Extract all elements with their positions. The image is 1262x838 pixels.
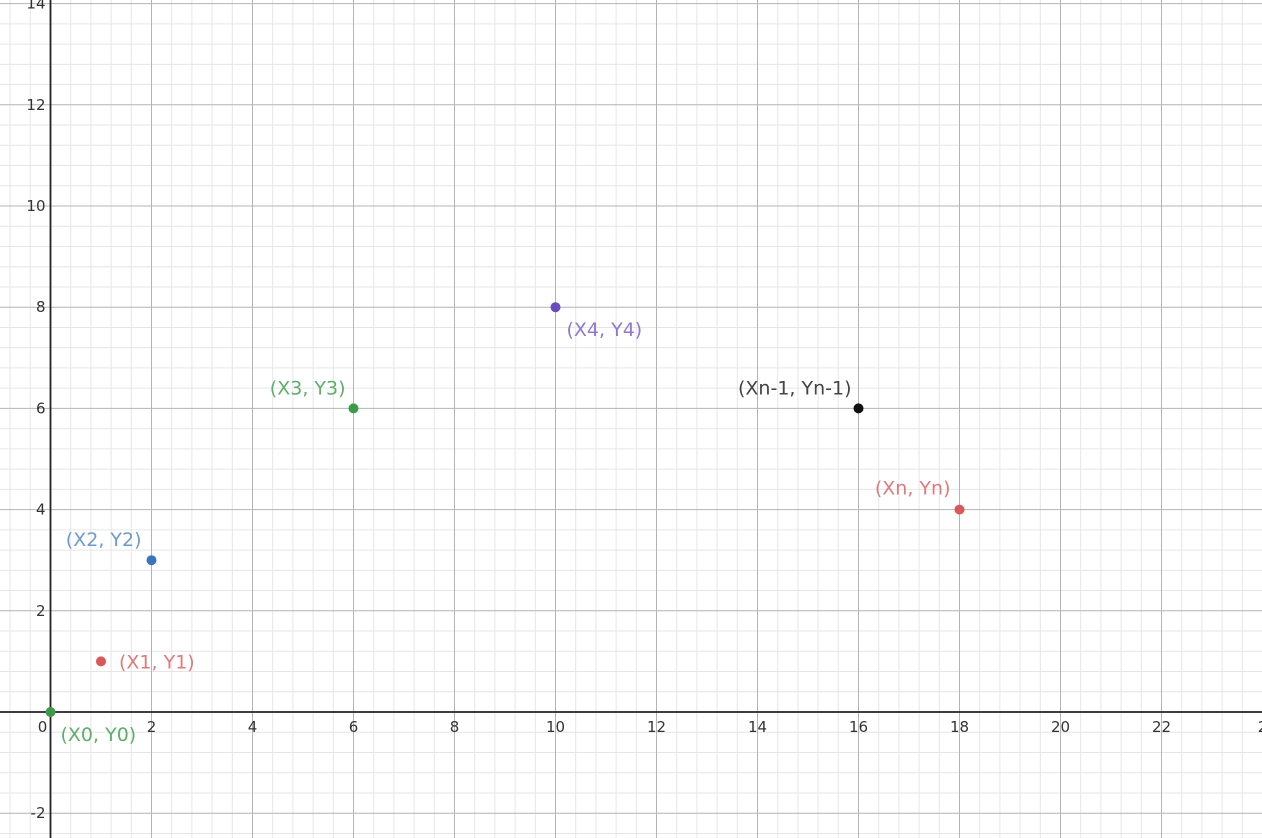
data-points: (X0, Y0) (X1, Y1) (X2, Y2) (X3, Y3) (X4, Y4)… xyxy=(45,302,965,746)
x-tick-label: 10 xyxy=(546,718,565,736)
point-label: (X2, Y2) xyxy=(66,529,142,551)
data-point xyxy=(96,656,106,667)
point-label: (Xn-1, Yn-1) xyxy=(738,377,852,399)
x-tick-label: 6 xyxy=(349,718,359,736)
y-tick-label: 10 xyxy=(26,197,45,215)
x-tick-label: 12 xyxy=(647,718,666,736)
x-tick-label: 0 xyxy=(38,718,48,736)
data-point xyxy=(954,504,965,515)
x-tick-label: 2 xyxy=(1258,718,1262,736)
x-tick-label: 16 xyxy=(849,718,868,736)
data-point xyxy=(853,403,864,414)
x-tick-label: 18 xyxy=(950,718,969,736)
y-tick-label: 14 xyxy=(26,0,45,13)
x-tick-label: 4 xyxy=(248,718,258,736)
x-tick-label: 22 xyxy=(1152,718,1171,736)
y-tick-label: 12 xyxy=(26,96,45,114)
data-point xyxy=(348,403,359,414)
point-label: (Xn, Yn) xyxy=(875,478,951,500)
point-label: (X4, Y4) xyxy=(567,319,643,341)
y-tick-label: -2 xyxy=(31,804,46,822)
x-tick-label: 8 xyxy=(450,718,460,736)
data-point xyxy=(45,707,56,717)
y-tick-label: 4 xyxy=(36,501,46,519)
point-label: (X1, Y1) xyxy=(119,651,195,673)
x-tick-label: 2 xyxy=(147,718,157,736)
y-tick-label: 6 xyxy=(36,399,46,417)
x-tick-label: 14 xyxy=(748,718,767,736)
x-tick-label: 20 xyxy=(1051,718,1070,736)
y-tick-label: 8 xyxy=(36,298,46,316)
point-label: (X3, Y3) xyxy=(270,377,346,399)
data-point xyxy=(550,302,561,313)
point-label: (X0, Y0) xyxy=(61,724,137,746)
y-tick-label: 2 xyxy=(36,602,46,620)
data-point xyxy=(146,555,157,566)
